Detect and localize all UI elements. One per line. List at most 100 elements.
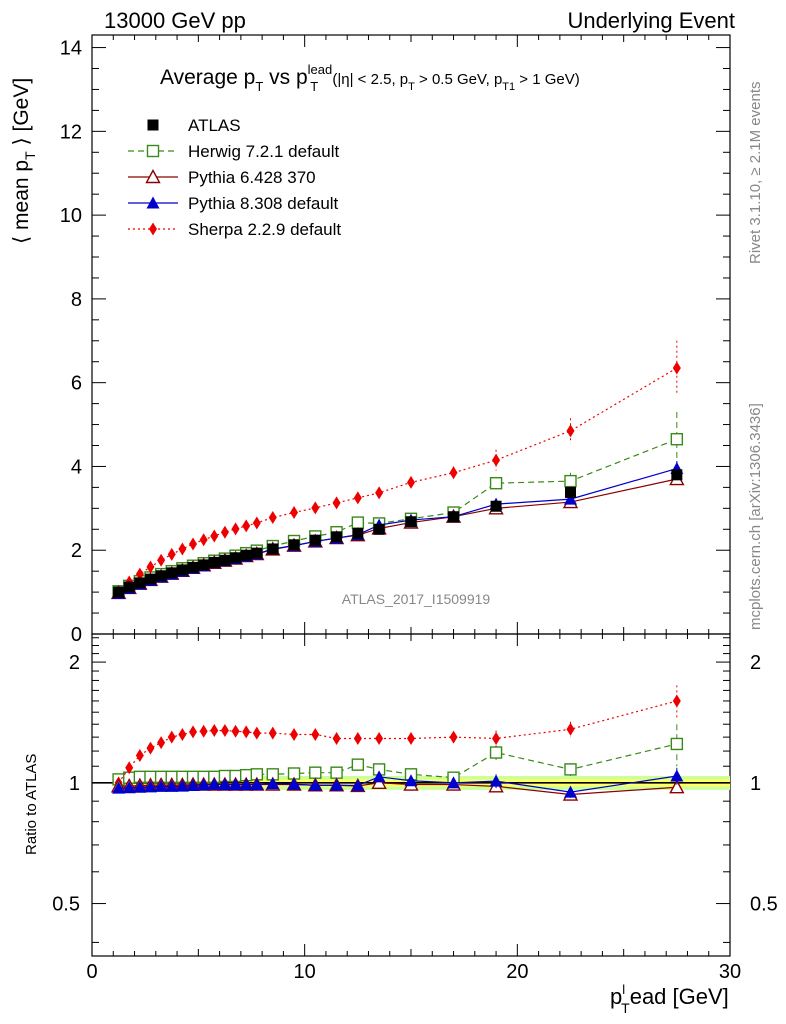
- y-tick-label-main: 8: [71, 289, 82, 311]
- point-pythia8: [250, 778, 264, 791]
- point-atlas: [490, 500, 502, 512]
- point-atlas: [144, 573, 156, 585]
- point-sherpa: [375, 486, 384, 500]
- point-pythia8: [122, 781, 136, 794]
- point-sherpa: [242, 519, 251, 533]
- point-atlas: [288, 539, 300, 551]
- point-pythia8: [229, 778, 243, 791]
- point-pythia8: [447, 776, 461, 789]
- point-atlas: [448, 511, 460, 523]
- point-pythia8: [564, 785, 577, 798]
- point-sherpa: [290, 727, 299, 741]
- legend-item-atlas: ATLAS: [147, 116, 241, 135]
- point-atlas: [187, 561, 199, 573]
- point-sherpa: [449, 466, 458, 480]
- x-tick-label: 10: [294, 961, 316, 983]
- point-herwig: [489, 746, 503, 759]
- point-pythia8: [207, 777, 221, 790]
- point-sherpa: [242, 725, 251, 739]
- point-atlas: [155, 570, 167, 582]
- point-sherpa: [492, 731, 501, 745]
- point-sherpa: [135, 567, 144, 581]
- point-sherpa: [167, 547, 176, 561]
- point-sherpa: [178, 727, 187, 741]
- point-atlas: [352, 527, 364, 539]
- legend-label-pythia8: Pythia 8.308 default: [188, 194, 339, 213]
- x-tick-label: 30: [719, 961, 741, 983]
- point-sherpa: [672, 361, 681, 375]
- series-sherpa: [114, 685, 681, 790]
- point-atlas: [331, 531, 343, 543]
- point-atlas: [373, 523, 385, 535]
- point-atlas: [671, 469, 683, 481]
- point-sherpa: [449, 730, 458, 744]
- point-atlas: [230, 552, 242, 564]
- point-pythia8: [489, 774, 503, 787]
- point-pythia8: [330, 778, 344, 791]
- point-sherpa: [311, 727, 320, 741]
- analysis-watermark: ATLAS_2017_I1509919: [342, 591, 491, 607]
- point-pythia8: [154, 779, 168, 792]
- point-sherpa: [146, 741, 155, 755]
- point-sherpa: [157, 553, 166, 567]
- point-pythia8: [218, 778, 232, 791]
- mcplots-label: mcplots.cern.ch [arXiv:1306.3436]: [747, 403, 764, 630]
- point-pythia8: [266, 777, 280, 790]
- point-atlas: [208, 556, 220, 568]
- y-tick-label-ratio-right: 2: [750, 652, 761, 674]
- point-atlas: [166, 567, 178, 579]
- series-atlas: [113, 469, 683, 598]
- point-herwig: [564, 763, 577, 776]
- axis-ticks: [91, 35, 731, 956]
- point-pythia8: [404, 774, 418, 787]
- point-herwig: [330, 766, 343, 779]
- header-right: Underlying Event: [567, 8, 735, 33]
- point-pythia8: [239, 778, 253, 791]
- point-sherpa: [268, 726, 277, 740]
- main-series-group: [110, 340, 685, 600]
- point-herwig: [670, 737, 684, 751]
- y-tick-label-main: 0: [71, 624, 82, 646]
- legend-item-pythia8: Pythia 8.308 default: [128, 194, 339, 213]
- point-sherpa: [199, 724, 208, 738]
- point-sherpa: [199, 533, 208, 547]
- legend-marker-sherpa: [149, 222, 157, 236]
- point-sherpa: [220, 724, 229, 738]
- point-sherpa: [566, 722, 575, 736]
- point-pythia6: [669, 779, 685, 794]
- point-pythia8: [372, 770, 386, 783]
- y-axis-label-ratio: Ratio to ATLAS: [23, 754, 40, 855]
- point-sherpa: [290, 506, 299, 520]
- point-atlas: [198, 559, 210, 571]
- point-sherpa: [407, 731, 415, 745]
- legend-marker-herwig: [146, 144, 160, 158]
- y-tick-label-ratio: 2: [69, 652, 80, 674]
- y-tick-label-main: 14: [60, 38, 82, 60]
- ratio-series-group: [110, 685, 685, 801]
- point-pythia8: [133, 780, 147, 793]
- legend-marker-atlas: [147, 119, 159, 131]
- point-sherpa: [135, 748, 144, 762]
- legend-item-herwig: Herwig 7.2.1 default: [128, 142, 339, 161]
- legend-marker-pythia6: [145, 169, 161, 184]
- point-sherpa: [157, 736, 166, 750]
- point-sherpa: [353, 491, 362, 505]
- point-pythia8: [186, 778, 200, 791]
- point-pythia8: [175, 779, 189, 792]
- point-atlas: [176, 564, 188, 576]
- point-pythia8: [165, 779, 179, 792]
- point-sherpa: [231, 724, 240, 738]
- y-tick-label-ratio-right: 1: [750, 773, 761, 795]
- header-left: 13000 GeV pp: [104, 8, 246, 33]
- point-atlas: [240, 549, 252, 561]
- point-pythia8: [670, 769, 684, 782]
- point-sherpa: [210, 529, 219, 543]
- point-pythia8: [351, 778, 365, 791]
- point-sherpa: [407, 475, 415, 489]
- point-sherpa: [672, 694, 681, 708]
- point-atlas: [251, 547, 263, 559]
- point-sherpa: [146, 560, 155, 574]
